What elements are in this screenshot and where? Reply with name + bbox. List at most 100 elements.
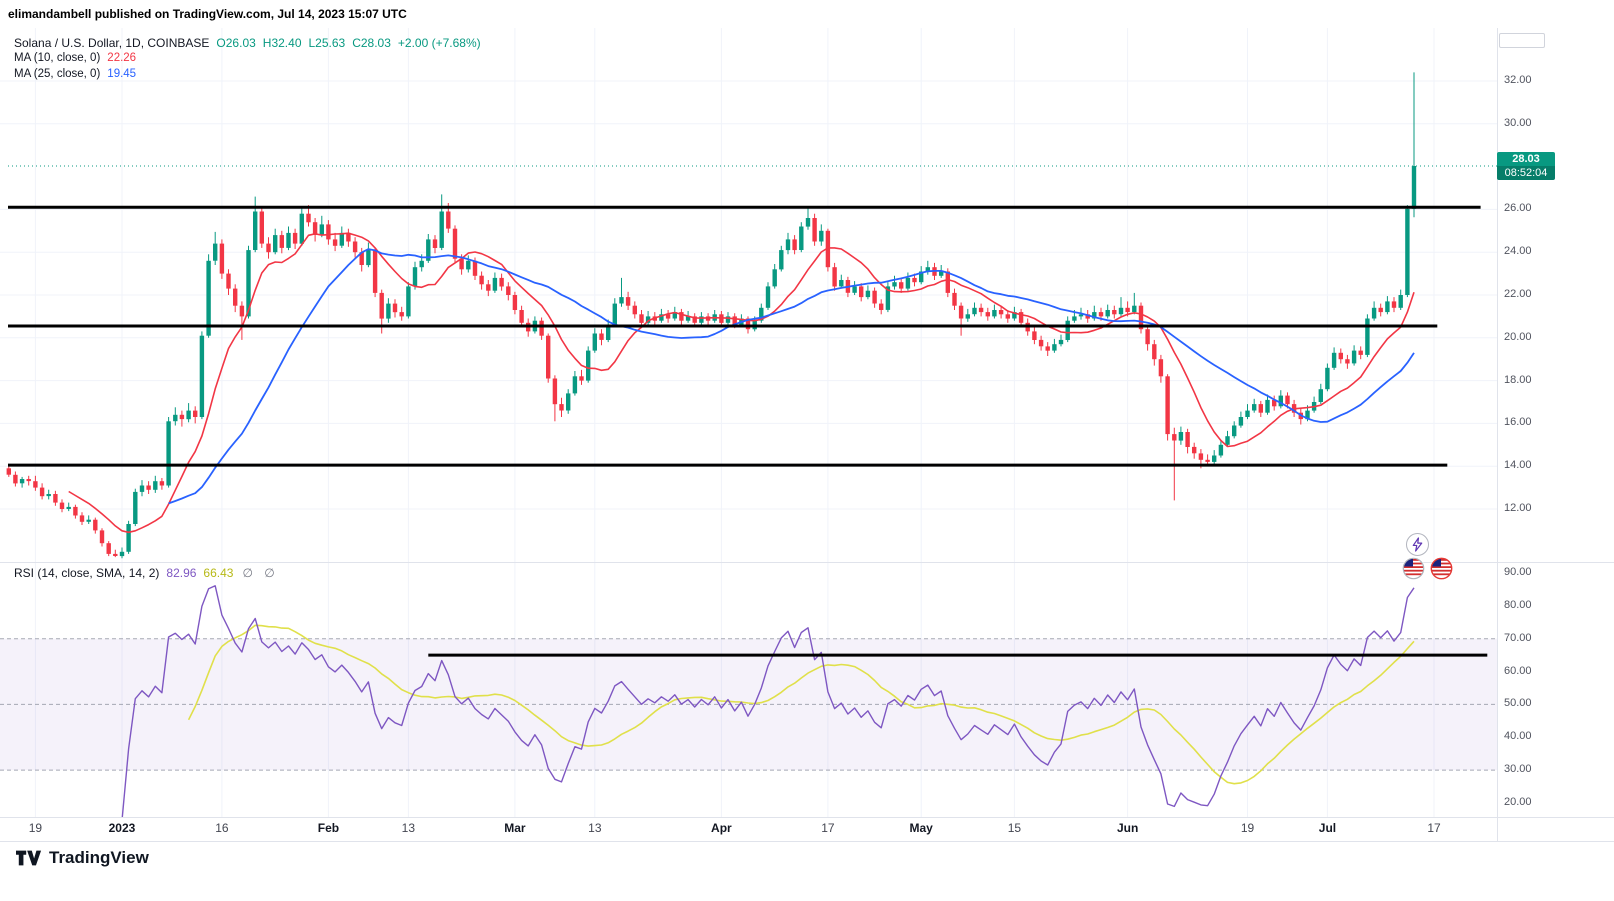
candle-body (1272, 399, 1277, 407)
price-pane-canvas[interactable] (0, 28, 1497, 563)
close-value: C28.03 (352, 36, 391, 50)
candle-body (339, 232, 344, 246)
candle-body (326, 224, 331, 240)
candle-body (406, 286, 411, 317)
candle-body (1132, 305, 1137, 313)
candle-body (872, 290, 877, 304)
candle-body (1345, 359, 1350, 364)
candle-body (1365, 318, 1370, 355)
candle-body (972, 307, 977, 315)
time-axis-label: 19 (28, 821, 43, 835)
candle-body (599, 333, 604, 340)
candle-body (965, 314, 970, 319)
us-flag-icon-2[interactable] (1430, 557, 1453, 580)
candle-body (998, 310, 1004, 315)
candle-body (1325, 367, 1330, 390)
time-axis[interactable]: 19 2023 16 Feb 13 Mar 13 Apr 17 May 15 Jun 19 Jul 17 (0, 817, 1497, 841)
candle-body (246, 250, 251, 317)
ma10-legend[interactable]: MA (10, close, 0) 22.26 (14, 52, 136, 64)
price-axis-label: 14.00 (1504, 459, 1532, 472)
rsi-line (121, 585, 1415, 817)
candle-body (299, 213, 304, 244)
candle-body (1018, 312, 1024, 323)
candle-body (899, 282, 904, 289)
candle-body (792, 239, 797, 251)
pane-separator[interactable] (0, 562, 1614, 563)
candle-body (1385, 301, 1390, 313)
ma10-label: MA (10, close, 0) (14, 52, 101, 64)
candle-body (259, 211, 264, 244)
price-axis-label: 32.00 (1504, 74, 1532, 86)
rsi-legend[interactable]: RSI (14, close, SMA, 14, 2) 82.96 66.43 … (14, 566, 279, 580)
candle-body (372, 250, 378, 293)
candle-body (785, 239, 791, 251)
candle-body (319, 224, 324, 236)
candle-body (19, 479, 25, 484)
candle-body (1112, 310, 1117, 315)
candle-body (852, 286, 857, 293)
time-axis-label: Apr (711, 821, 732, 835)
rsi-pane-canvas[interactable] (0, 563, 1497, 817)
time-axis-label: 19 (1240, 821, 1255, 835)
candle-body (166, 421, 171, 486)
time-axis-label: Jun (1116, 821, 1139, 835)
candle-body (1118, 307, 1124, 315)
candle-body (566, 393, 571, 411)
tradingview-logo[interactable]: TradingView (16, 848, 149, 868)
ma25-legend[interactable]: MA (25, close, 0) 19.45 (14, 68, 136, 80)
rsi-axis-label: 20.00 (1504, 796, 1532, 808)
candle-body (432, 239, 438, 248)
candle-body (579, 376, 584, 381)
candle-body (53, 494, 58, 503)
time-axis-label: 16 (215, 821, 229, 835)
candle-body (732, 316, 737, 325)
candle-body (1052, 344, 1057, 351)
candle-body (186, 410, 191, 420)
time-axis-label: 13 (588, 821, 602, 835)
rsi-axis-label: 80.00 (1504, 598, 1532, 611)
candle-body (679, 312, 684, 321)
candle-body (645, 316, 651, 323)
tradingview-logo-mark (16, 850, 42, 866)
candle-body (199, 335, 205, 417)
candle-body (692, 316, 697, 323)
candle-body (446, 211, 451, 229)
rsi-axis-label: 90.00 (1504, 566, 1532, 578)
lightning-icon[interactable] (1406, 533, 1429, 556)
current-price-value: 28.03 (1512, 153, 1540, 165)
candle-body (426, 239, 431, 261)
candle-body (73, 506, 78, 516)
high-value: H32.40 (262, 36, 302, 50)
candle-body (1145, 329, 1150, 345)
candle-body (1138, 305, 1144, 330)
candle-body (279, 235, 284, 248)
us-flag-icon[interactable] (1402, 557, 1425, 580)
candle-body (312, 222, 318, 235)
ma10-value: 22.26 (107, 52, 137, 64)
candle-body (1391, 301, 1397, 308)
candle-body (306, 213, 311, 223)
candle-body (1058, 339, 1064, 345)
candle-body (1105, 310, 1110, 317)
open-value: O26.03 (216, 36, 256, 50)
candle-body (439, 211, 444, 248)
candle-body (1158, 359, 1164, 377)
candle-body (352, 241, 358, 253)
current-price-badge[interactable]: 28.03 08:52:04 (1497, 152, 1555, 180)
candle-body (392, 303, 398, 313)
candle-body (685, 316, 691, 321)
candle-body (799, 226, 804, 250)
candle-body (879, 303, 884, 310)
candle-body (346, 232, 351, 242)
candle-body (379, 292, 384, 319)
candle-body (1045, 346, 1050, 351)
candle-body (759, 307, 764, 321)
symbol-title[interactable]: Solana / U.S. Dollar, 1D, COINBASE (14, 36, 210, 50)
candle-body (6, 468, 11, 475)
candle-body (33, 481, 38, 488)
candle-body (805, 218, 811, 227)
candle-body (1072, 316, 1077, 321)
candle-body (1178, 432, 1184, 441)
symbol-legend[interactable]: Solana / U.S. Dollar, 1D, COINBASE O26.0… (14, 36, 481, 50)
change-value: +2.00 (+7.68%) (397, 36, 481, 50)
